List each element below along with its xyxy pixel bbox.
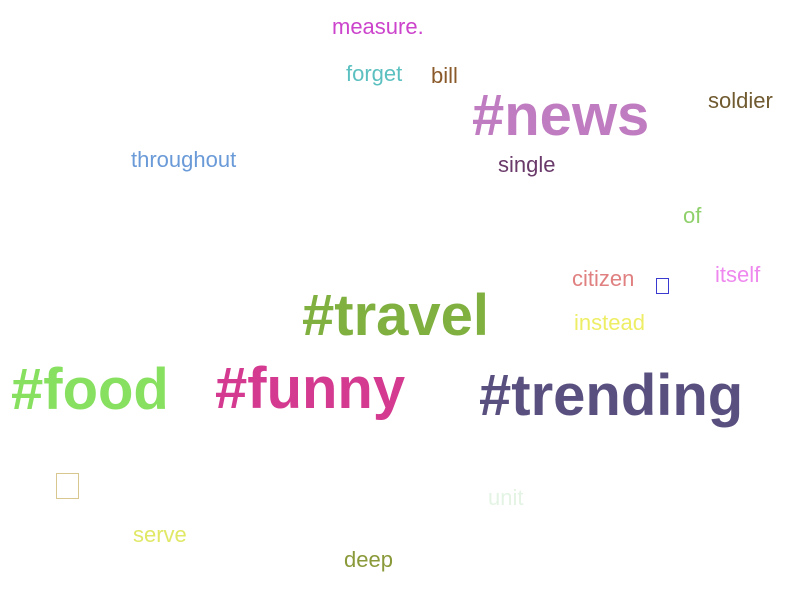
word-forget: forget (346, 61, 403, 86)
word-unit: unit (488, 485, 524, 510)
missing-glyph-icon-small (656, 278, 669, 294)
word-instead: instead (574, 310, 645, 335)
word-deep: deep (344, 547, 393, 572)
word-news: #news (472, 83, 650, 148)
missing-glyph-icon-large (56, 473, 79, 499)
word-travel: #travel (302, 283, 490, 348)
word-single: single (498, 152, 556, 177)
word-food: #food (11, 357, 169, 422)
word-serve: serve (133, 522, 187, 547)
word-bill: bill (431, 63, 458, 88)
word-of: of (683, 203, 702, 228)
word-funny: #funny (215, 356, 406, 421)
word-measure: measure. (332, 14, 424, 39)
word-itself: itself (715, 262, 761, 287)
word-throughout: throughout (131, 147, 237, 172)
word-citizen: citizen (572, 266, 635, 291)
word-trending: #trending (479, 363, 744, 428)
word-soldier: soldier (708, 88, 773, 113)
